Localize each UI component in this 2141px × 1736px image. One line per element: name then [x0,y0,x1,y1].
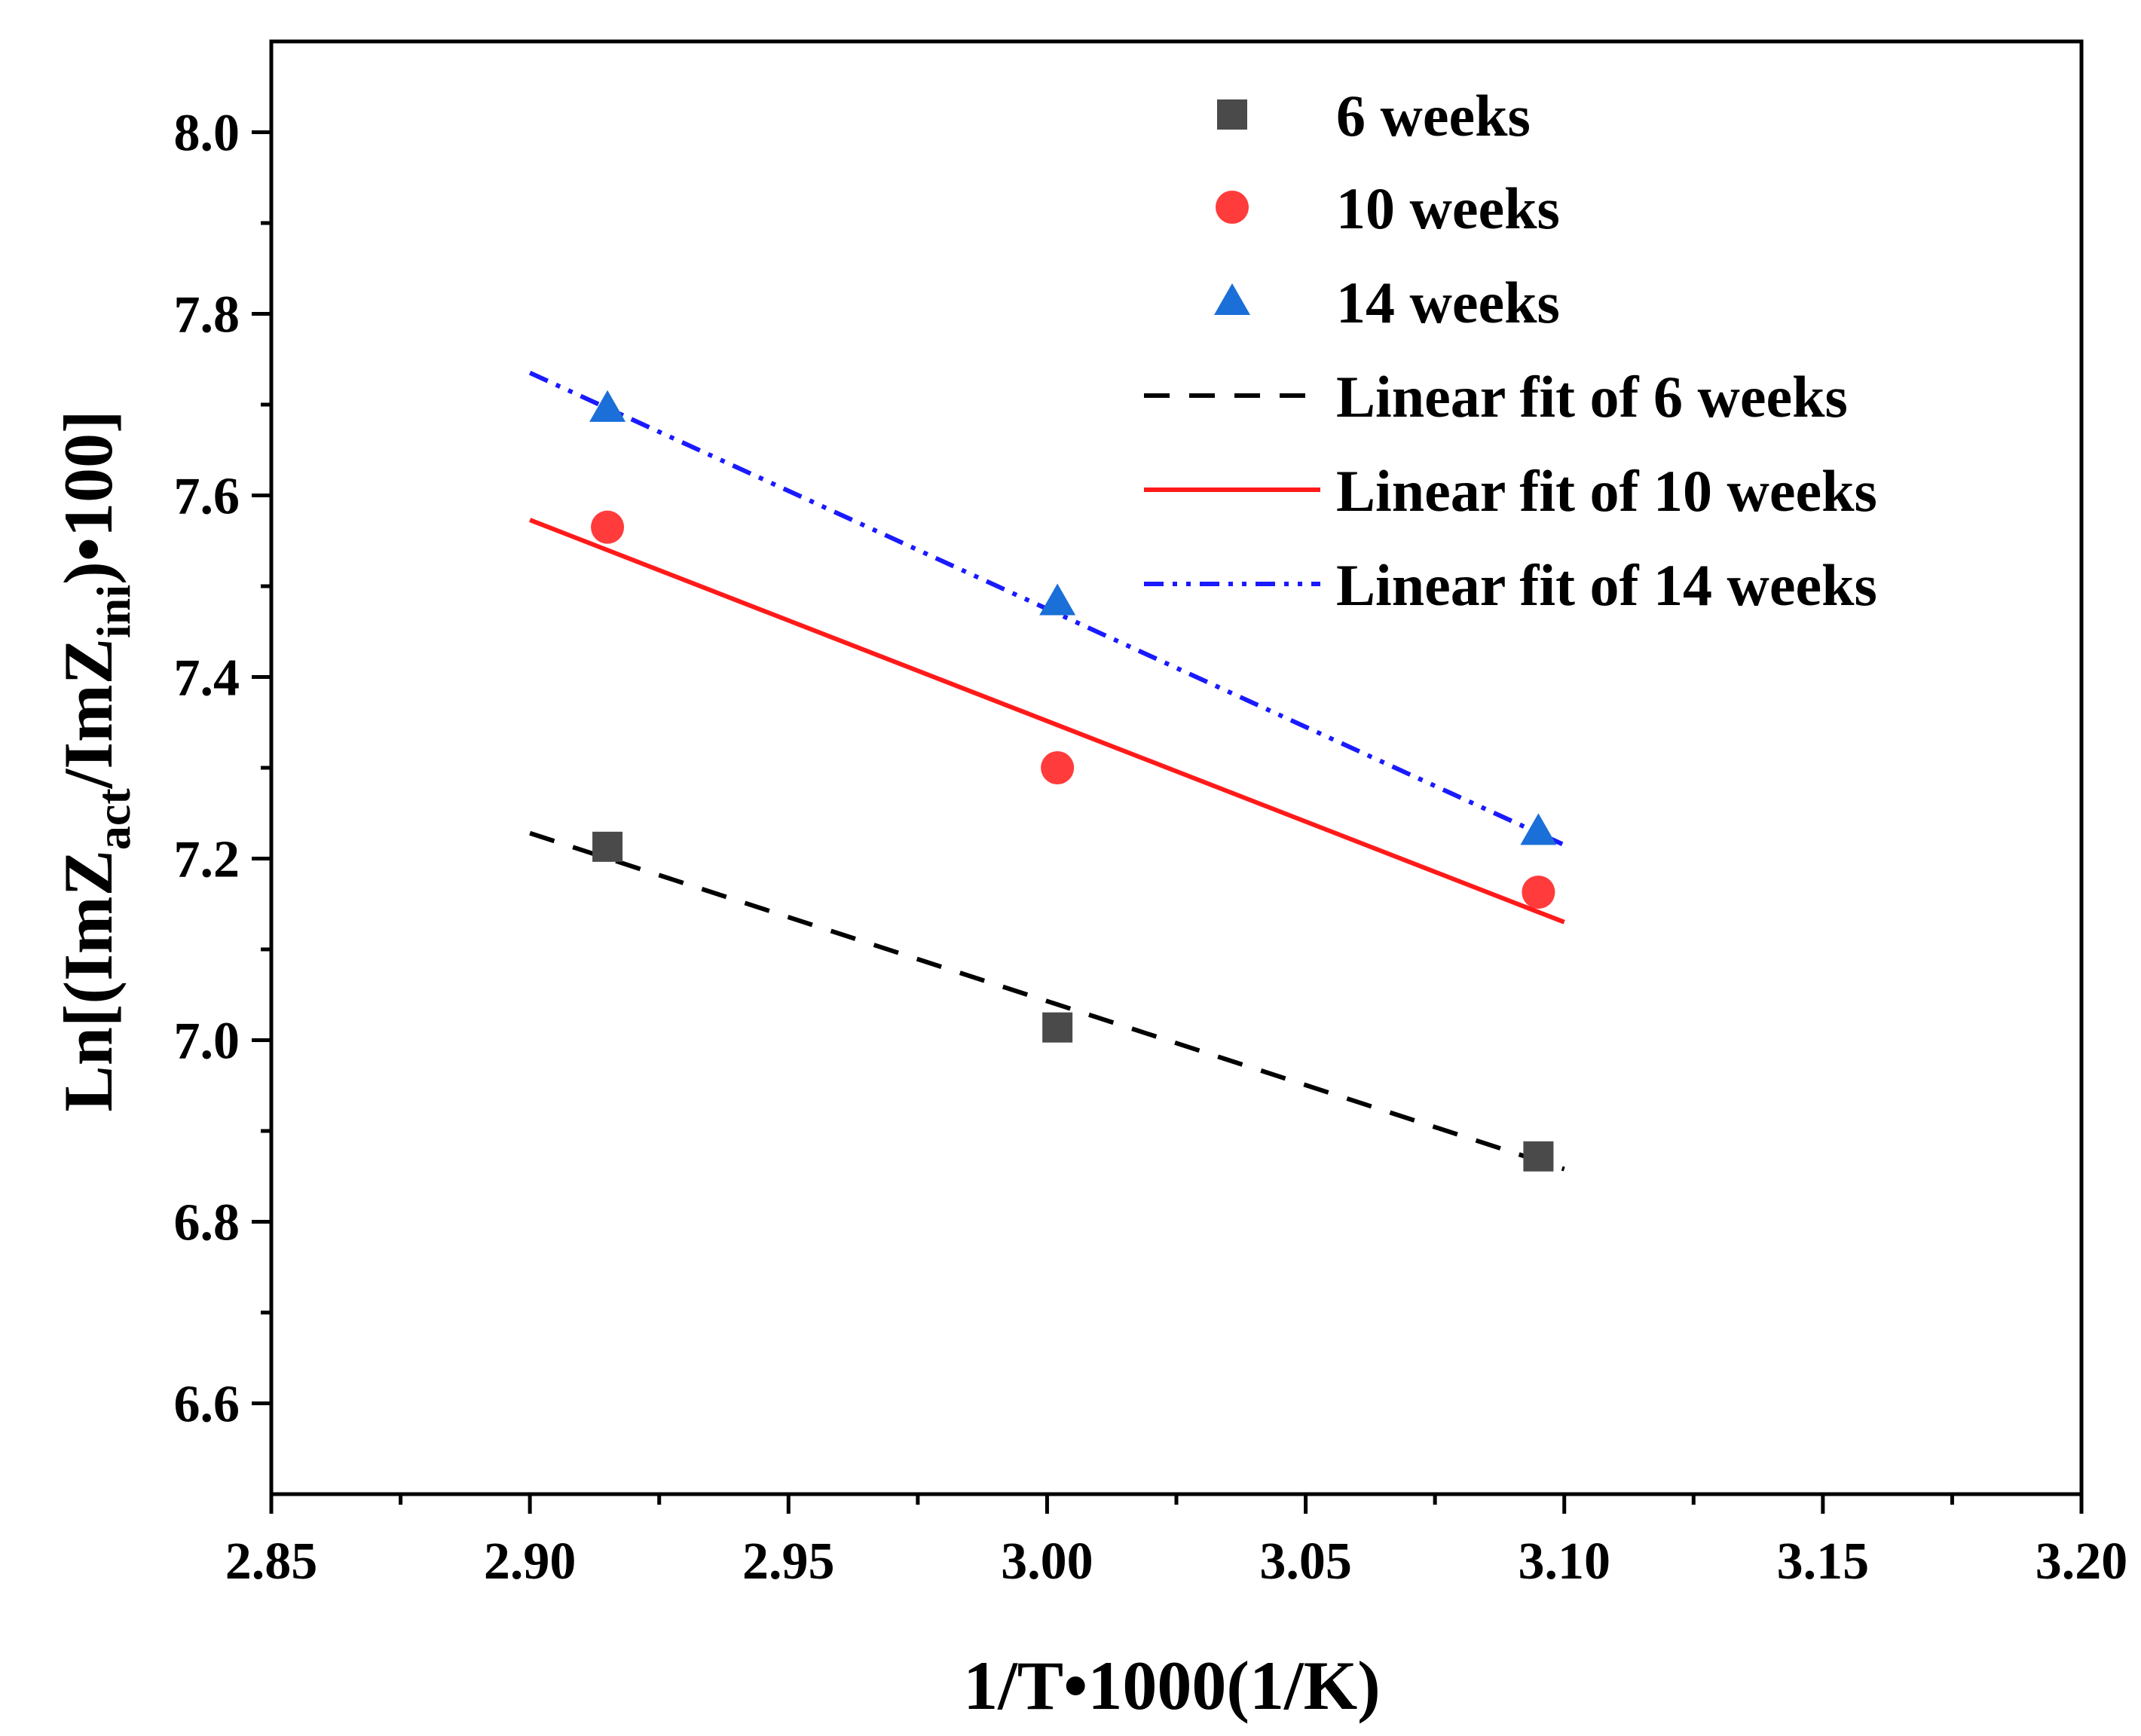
legend-label: Linear fit of 10 weeks [1336,458,1877,524]
data-point-circle [1041,751,1075,784]
y-tick-label: 6.8 [174,1194,240,1252]
data-point-circle [1522,876,1555,909]
data-point-triangle [589,390,626,422]
legend-marker-circle [1216,191,1249,224]
data-point-square [1523,1141,1554,1172]
y-tick-label: 6.6 [174,1376,240,1434]
x-tick-label: 3.20 [2035,1533,2128,1591]
legend-label: Linear fit of 14 weeks [1336,552,1877,618]
y-tick-label: 7.2 [174,831,240,889]
legend-marker-square [1217,99,1247,130]
data-markers [589,390,1557,1172]
y-tick-label: 7.0 [174,1013,240,1071]
y-axis-title: Ln[(ImZact/ImZini)•100] [50,410,140,1111]
plot-border [269,39,2084,1496]
x-tick-label: 2.85 [225,1533,318,1591]
data-point-triangle [1039,583,1076,616]
legend-marker-triangle [1214,283,1250,315]
data-point-circle [591,510,625,544]
data-point-square [592,831,623,862]
fit-line-2 [529,518,1565,925]
x-tick-label: 2.90 [484,1533,577,1591]
y-tick-label: 7.6 [174,468,240,526]
y-tick-label: 8.0 [174,105,240,163]
x-axis: 2.85 2.90 2.95 3.00 3.05 3.10 3.15 3.20 [225,1494,2128,1591]
fit-line-1 [529,830,1565,1172]
x-tick-label: 3.00 [1001,1533,1093,1591]
legend: 6 weeks 10 weeks 14 weeks Linear fit of 6 w… [1144,83,1877,618]
x-tick-label: 3.15 [1777,1533,1870,1591]
legend-label: Linear fit of 6 weeks [1336,364,1848,429]
legend-label: 6 weeks [1336,83,1531,148]
y-tick-label: 7.4 [174,649,240,708]
plot-frame [269,39,2084,1496]
data-point-square [1042,1012,1073,1043]
legend-label: 10 weeks [1336,176,1560,241]
data-point-triangle [1520,813,1557,845]
legend-label: 14 weeks [1336,270,1560,335]
y-tick-label: 7.8 [174,286,240,344]
x-axis-title: 1/T•1000(1/K) [963,1647,1381,1724]
x-tick-label: 3.05 [1259,1533,1352,1591]
x-tick-label: 2.95 [742,1533,835,1591]
x-tick-label: 3.10 [1518,1533,1610,1591]
y-axis: 6.6 6.8 7.0 7.2 7.4 7.6 7.8 8.0 [174,105,271,1434]
